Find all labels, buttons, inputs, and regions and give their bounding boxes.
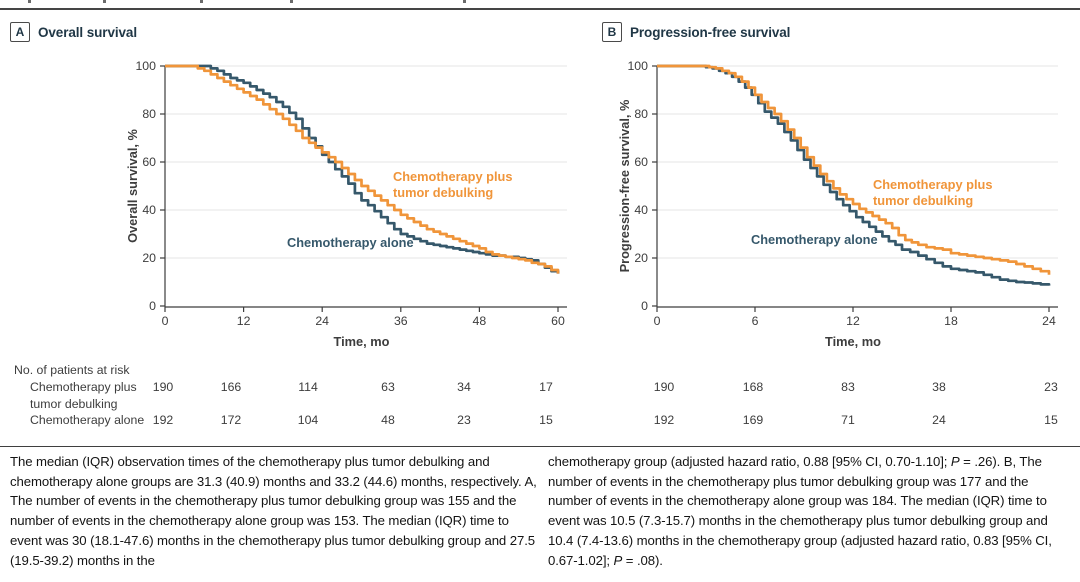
caption-text: = .26). B, The number of events in the c… xyxy=(548,454,1052,568)
y-tick-label-A: 40 xyxy=(142,203,156,217)
y-tick-label-B: 20 xyxy=(634,251,648,265)
panel-b-letter-box: B xyxy=(602,22,622,42)
caption-text: The median (IQR) observation times of th… xyxy=(10,454,537,568)
panel-b-title: Progression-free survival xyxy=(630,24,791,40)
y-axis-title-B: Progression-free survival, % xyxy=(617,99,632,272)
caption-text: = .08). xyxy=(622,552,663,568)
figure-top-rule xyxy=(0,8,1080,10)
panel-b-header: B Progression-free survival xyxy=(602,22,790,42)
y-tick-label-A: 0 xyxy=(149,299,156,313)
curve-label-debulking-B: Chemotherapy plus xyxy=(873,177,992,192)
caption-divider xyxy=(0,446,1080,448)
risk-value: 166 xyxy=(220,380,242,394)
risk-value: 83 xyxy=(841,380,855,394)
y-tick-label-A: 60 xyxy=(142,155,156,169)
risk-value: 71 xyxy=(841,413,855,427)
risk-value: 63 xyxy=(381,380,395,394)
x-tick-label-A: 48 xyxy=(473,314,487,328)
risk-value: 24 xyxy=(932,413,946,427)
risk-value: 192 xyxy=(653,413,675,427)
caption-text: chemotherapy group (adjusted hazard rati… xyxy=(548,454,951,469)
risk-value: 48 xyxy=(381,413,395,427)
km-curve-debulking-B xyxy=(657,64,1051,275)
risk-value: 190 xyxy=(152,380,174,394)
risk-value: 15 xyxy=(539,413,553,427)
panel-a-letter: A xyxy=(15,25,25,39)
y-tick-label-B: 100 xyxy=(627,59,648,73)
risk-value: 23 xyxy=(1044,380,1058,394)
risk-row-label: tumor debulking xyxy=(30,396,118,411)
cropped-title-fragment xyxy=(28,0,31,3)
caption-italic-p: P xyxy=(950,454,960,469)
x-tick-label-A: 0 xyxy=(162,314,169,328)
risk-value: 172 xyxy=(220,413,242,427)
risk-value: 38 xyxy=(932,380,946,394)
y-tick-label-B: 40 xyxy=(634,203,648,217)
y-tick-label-B: 0 xyxy=(641,299,648,313)
y-tick-label-B: 60 xyxy=(634,155,648,169)
panel-b-letter: B xyxy=(607,25,617,39)
risk-value: 15 xyxy=(1044,413,1058,427)
caption-italic-p: P xyxy=(613,552,623,568)
risk-table-header: No. of patients at risk xyxy=(14,363,130,377)
risk-value: 169 xyxy=(742,413,764,427)
x-tick-label-B: 0 xyxy=(654,314,661,328)
x-tick-label-B: 24 xyxy=(1042,314,1056,328)
km-curve-alone-B xyxy=(657,64,1051,286)
risk-row-label: Chemotherapy alone xyxy=(30,413,145,427)
km-curve-debulking-A xyxy=(165,64,560,274)
y-tick-label-A: 100 xyxy=(135,59,156,73)
y-tick-label-A: 20 xyxy=(142,251,156,265)
risk-value: 190 xyxy=(653,380,675,394)
cropped-title-fragment xyxy=(463,0,466,3)
x-axis-title-A: Time, mo xyxy=(334,334,390,349)
curve-label-debulking-A: tumor debulking xyxy=(393,185,493,200)
risk-row-label: Chemotherapy plus xyxy=(30,380,137,394)
caption-left-column: The median (IQR) observation times of th… xyxy=(10,452,538,570)
x-tick-label-B: 12 xyxy=(846,314,860,328)
panel-a-letter-box: A xyxy=(10,22,30,42)
curve-label-alone-B: Chemotherapy alone xyxy=(751,232,878,247)
cropped-title-fragment xyxy=(290,0,293,3)
curve-label-debulking-B: tumor debulking xyxy=(873,193,973,208)
x-tick-label-A: 24 xyxy=(315,314,329,328)
y-axis-title-A: Overall survival, % xyxy=(125,128,140,242)
x-axis-title-B: Time, mo xyxy=(825,334,881,349)
risk-value: 34 xyxy=(457,380,471,394)
cropped-title-fragment xyxy=(200,0,203,3)
x-tick-label-B: 18 xyxy=(944,314,958,328)
panel-a-header: A Overall survival xyxy=(10,22,137,42)
risk-value: 17 xyxy=(539,380,553,394)
risk-value: 114 xyxy=(298,380,318,394)
cropped-title-fragment xyxy=(103,0,106,3)
x-tick-label-B: 6 xyxy=(752,314,759,328)
y-tick-label-A: 80 xyxy=(142,107,156,121)
x-tick-label-A: 60 xyxy=(551,314,565,328)
risk-value: 168 xyxy=(742,380,764,394)
x-tick-label-A: 12 xyxy=(237,314,251,328)
y-tick-label-B: 80 xyxy=(634,107,648,121)
x-tick-label-A: 36 xyxy=(394,314,408,328)
risk-value: 23 xyxy=(457,413,471,427)
curve-label-alone-A: Chemotherapy alone xyxy=(287,235,414,250)
caption-right-column: chemotherapy group (adjusted hazard rati… xyxy=(548,452,1076,570)
panel-a-title: Overall survival xyxy=(38,24,137,40)
curve-label-debulking-A: Chemotherapy plus xyxy=(393,169,512,184)
risk-value: 192 xyxy=(152,413,174,427)
risk-value: 104 xyxy=(297,413,319,427)
